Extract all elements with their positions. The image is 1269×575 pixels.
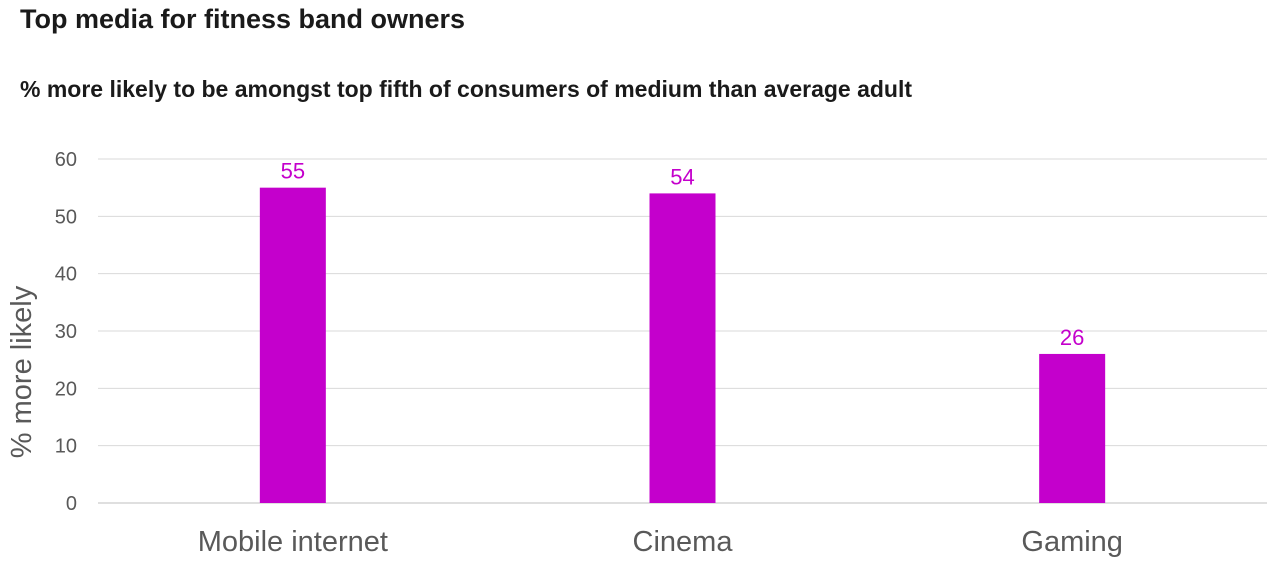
y-tick-label: 40: [55, 264, 77, 286]
bars: [259, 187, 1106, 503]
data-label: 54: [670, 164, 694, 189]
bar: [259, 187, 326, 503]
y-axis-title: % more likely: [6, 285, 38, 458]
y-tick-label: 20: [55, 378, 77, 400]
x-category-label: Gaming: [1021, 526, 1123, 558]
chart-subtitle: % more likely to be amongst top fifth of…: [20, 76, 913, 102]
data-label: 26: [1060, 325, 1084, 350]
bar: [1039, 353, 1106, 503]
data-label: 55: [281, 159, 305, 184]
bar: [649, 193, 716, 503]
x-category-label: Mobile internet: [198, 526, 388, 558]
y-tick-label: 10: [55, 436, 77, 458]
y-tick-label: 30: [55, 321, 77, 343]
data-labels: 55 54 26: [281, 159, 1085, 350]
chart-title: Top media for fitness band owners: [20, 4, 466, 34]
x-axis-categories: Mobile internet Cinema Gaming: [198, 526, 1123, 558]
y-tick-label: 60: [55, 149, 77, 171]
y-tick-label: 0: [66, 493, 77, 515]
x-category-label: Cinema: [633, 526, 734, 558]
y-tick-label: 50: [55, 206, 77, 228]
y-axis-ticks: 0 10 20 30 40 50 60: [55, 149, 77, 515]
